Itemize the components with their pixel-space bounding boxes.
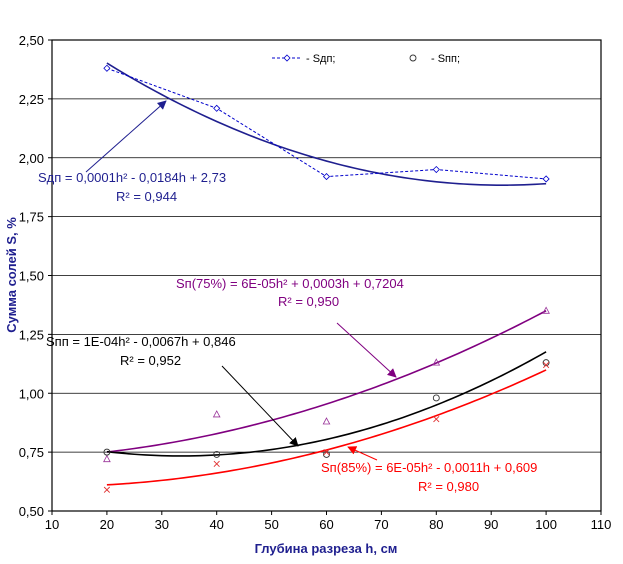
y-axis-ticks: 0,50 0,75 1,00 1,25 1,50 1,75 2,00 2,25 2,50: [19, 33, 52, 519]
x-tick-label: 70: [374, 517, 388, 532]
y-tick-label: 1,50: [19, 269, 44, 284]
y-tick-label: 2,50: [19, 33, 44, 48]
annotation-spp-arrow: [221, 365, 299, 447]
annotation-s75: Sп(75%) = 6E-05h² + 0,0003h + 0,7204 R² …: [176, 276, 404, 378]
x-tick-label: 90: [484, 517, 498, 532]
data-point-s85: [213, 460, 220, 468]
annotation-sdp-r2: R² = 0,944: [116, 189, 177, 204]
data-point-sdp: [542, 175, 550, 183]
annotation-s85-arrow: [347, 446, 378, 461]
data-point-s85: [103, 486, 111, 493]
legend: - Sдп; - Sпп;: [272, 53, 460, 65]
y-tick-label: 0,75: [19, 445, 44, 460]
annotation-sdp: Sдп = 0,0001h² - 0,0184h + 2,73 R² = 0,9…: [38, 100, 226, 204]
annotation-sdp-arrow: [85, 100, 167, 173]
y-tick-label: 0,50: [19, 504, 44, 519]
data-point-s75: [432, 358, 441, 366]
series-connectors: [106, 67, 547, 180]
annotation-s85: Sп(85%) = 6E-05h² - 0,0011h + 0,609 R² =…: [321, 446, 537, 494]
data-point-s75: [212, 410, 221, 418]
data-point-s75: [103, 454, 111, 463]
x-tick-label: 10: [45, 517, 59, 532]
data-point-sdp: [432, 165, 440, 174]
data-point-sdp: [103, 64, 111, 72]
x-tick-label: 100: [535, 517, 557, 532]
data-point-spp: [103, 448, 111, 456]
gridlines: [52, 98, 601, 453]
x-tick-label: 30: [155, 517, 169, 532]
annotation-sdp-equation: Sдп = 0,0001h² - 0,0184h + 2,73: [38, 170, 226, 185]
y-tick-label: 2,25: [19, 92, 44, 107]
data-point-sdp: [213, 104, 221, 112]
data-point-sdp: [322, 173, 331, 181]
trend-line-sdp: [106, 62, 547, 186]
data-point-s85: [542, 361, 550, 369]
x-tick-label: 80: [429, 517, 443, 532]
legend-spp-marker: [409, 54, 417, 62]
trend-line-s85: [106, 369, 547, 486]
trend-line-s75: [106, 310, 547, 453]
data-point-spp: [432, 394, 440, 402]
x-tick-label: 60: [319, 517, 333, 532]
y-axis-title: Сумма солей S, %: [4, 217, 19, 333]
x-tick-label: 110: [591, 517, 612, 532]
x-axis-ticks: 10 20 30 40 50 60 70 80 90 100 110: [45, 511, 612, 532]
y-tick-label: 2,00: [19, 151, 44, 166]
annotation-s75-arrow: [336, 322, 397, 378]
connector-line-sdp: [106, 67, 547, 180]
data-point-spp: [542, 359, 550, 367]
x-tick-label: 50: [264, 517, 278, 532]
y-tick-label: 1,00: [19, 386, 44, 401]
trend-line-spp: [106, 351, 547, 457]
x-tick-label: 40: [209, 517, 223, 532]
annotation-spp: Sпп = 1E-04h² - 0,0067h + 0,846 R² = 0,9…: [46, 334, 299, 447]
legend-spp-label: - Sпп;: [431, 53, 460, 65]
annotation-s75-r2: R² = 0,950: [278, 294, 339, 309]
y-tick-label: 1,75: [19, 210, 44, 225]
data-point-s85: [323, 449, 330, 456]
data-point-s75: [542, 306, 550, 314]
legend-sdp-marker: [283, 54, 291, 62]
annotation-s85-r2: R² = 0,980: [418, 479, 479, 494]
data-point-spp: [213, 451, 221, 458]
legend-sdp-label: - Sдп;: [306, 53, 336, 65]
data-point-spp: [323, 451, 330, 458]
data-points: [103, 64, 550, 493]
annotation-s85-equation: Sп(85%) = 6E-05h² - 0,0011h + 0,609: [321, 460, 537, 475]
data-point-s75: [322, 417, 331, 425]
data-point-s85: [433, 416, 440, 423]
annotation-s75-equation: Sп(75%) = 6E-05h² + 0,0003h + 0,7204: [176, 276, 404, 291]
trend-lines: [106, 62, 547, 486]
x-axis-title: Глубина разреза h, см: [255, 541, 398, 556]
x-tick-label: 20: [100, 517, 114, 532]
y-tick-label: 1,25: [19, 327, 44, 342]
annotation-spp-r2: R² = 0,952: [120, 353, 181, 368]
annotation-spp-equation: Sпп = 1E-04h² - 0,0067h + 0,846: [46, 334, 236, 349]
